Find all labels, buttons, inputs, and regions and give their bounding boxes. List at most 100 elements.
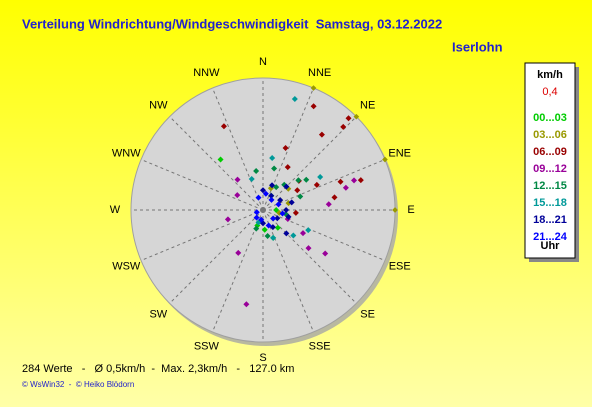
data-point <box>294 187 301 194</box>
direction-label: W <box>110 204 121 216</box>
data-point <box>351 177 358 184</box>
legend-entry: 21...24 <box>533 231 568 243</box>
legend-entry: 00...03 <box>533 112 567 124</box>
direction-label: SSE <box>309 341 331 353</box>
data-point <box>300 230 307 237</box>
spoke <box>212 209 264 333</box>
legend-box <box>524 62 576 259</box>
credit: © WsWin32 - © Heiko Blödorn <box>22 380 134 389</box>
direction-label: NE <box>360 99 375 111</box>
data-point <box>262 190 269 197</box>
data-point <box>325 201 332 208</box>
spoke <box>262 209 386 261</box>
direction-label: WNW <box>112 147 141 159</box>
direction-label: ENE <box>388 147 411 159</box>
data-point <box>305 227 312 234</box>
data-point <box>217 156 224 163</box>
spoke <box>262 209 357 304</box>
data-point <box>283 207 290 213</box>
data-point <box>253 209 260 216</box>
data-point <box>269 182 276 189</box>
data-point <box>313 181 320 188</box>
spoke <box>169 116 264 211</box>
direction-label: NW <box>149 99 168 111</box>
data-point <box>268 196 275 203</box>
legend-entry: 03...06 <box>533 129 567 141</box>
data-point <box>235 249 242 256</box>
direction-label: S <box>259 352 266 364</box>
data-point <box>253 214 260 221</box>
subtitle: Iserlohn <box>452 39 503 54</box>
data-point <box>317 174 324 180</box>
compass-marker <box>392 207 398 213</box>
data-point <box>274 224 281 231</box>
legend-entry: 12...15 <box>533 180 567 192</box>
legend-entry: 09...12 <box>533 163 567 175</box>
spoke <box>169 209 264 304</box>
data-point <box>292 209 299 216</box>
direction-label: SE <box>360 309 375 321</box>
spoke <box>262 87 314 211</box>
legend-entry: 15...18 <box>533 197 567 209</box>
direction-label: NNE <box>308 67 331 79</box>
data-point <box>290 232 297 239</box>
data-point <box>282 144 289 151</box>
data-point <box>258 216 265 223</box>
data-point <box>345 115 352 122</box>
legend-footer: Uhr <box>541 240 561 252</box>
compass-marker <box>382 156 388 163</box>
data-point <box>264 232 271 239</box>
data-point <box>297 193 304 200</box>
data-point <box>253 225 260 232</box>
legend-entry: 18...21 <box>533 214 567 226</box>
data-point <box>275 201 282 208</box>
data-point <box>271 165 278 172</box>
data-point <box>318 131 325 138</box>
data-point <box>248 175 255 182</box>
legend-title: km/h <box>537 69 563 81</box>
data-point <box>234 192 241 199</box>
spoke <box>212 87 264 211</box>
data-point <box>303 176 310 183</box>
summary: 284 Werte - Ø 0,5km/h - Max. 2,3km/h - 1… <box>22 363 294 375</box>
compass-marker <box>353 113 360 120</box>
data-point <box>279 210 286 217</box>
data-point <box>253 168 260 175</box>
spoke <box>140 159 264 211</box>
direction-label: SSW <box>194 341 220 353</box>
data-point <box>357 177 364 184</box>
data-point <box>285 213 292 220</box>
data-point <box>268 192 275 199</box>
data-point <box>322 250 329 257</box>
data-point <box>260 187 266 194</box>
r-tick-label: 0,4 <box>542 86 557 98</box>
spoke <box>140 209 264 261</box>
data-point <box>295 177 302 184</box>
data-point <box>255 194 262 201</box>
spoke <box>262 159 386 211</box>
data-point <box>243 301 250 308</box>
data-point <box>224 216 231 223</box>
data-point <box>291 95 298 102</box>
data-point <box>283 230 290 237</box>
data-point <box>270 215 277 222</box>
compass-marker <box>310 85 317 91</box>
direction-label: NNW <box>193 67 220 79</box>
direction-label: E <box>407 204 414 216</box>
data-point <box>270 234 277 241</box>
chart-title: Verteilung Windrichtung/Windgeschwindigk… <box>22 16 442 31</box>
direction-label: WSW <box>112 261 141 273</box>
data-point <box>284 164 291 171</box>
data-point <box>234 176 241 183</box>
spoke <box>262 116 357 211</box>
data-point <box>273 184 280 191</box>
data-point <box>288 199 295 206</box>
data-point <box>331 194 338 201</box>
data-point <box>274 215 281 222</box>
data-point <box>261 226 268 233</box>
data-point <box>340 123 347 130</box>
data-point <box>269 155 276 162</box>
direction-label: SW <box>149 309 167 321</box>
direction-label: ESE <box>389 261 411 273</box>
